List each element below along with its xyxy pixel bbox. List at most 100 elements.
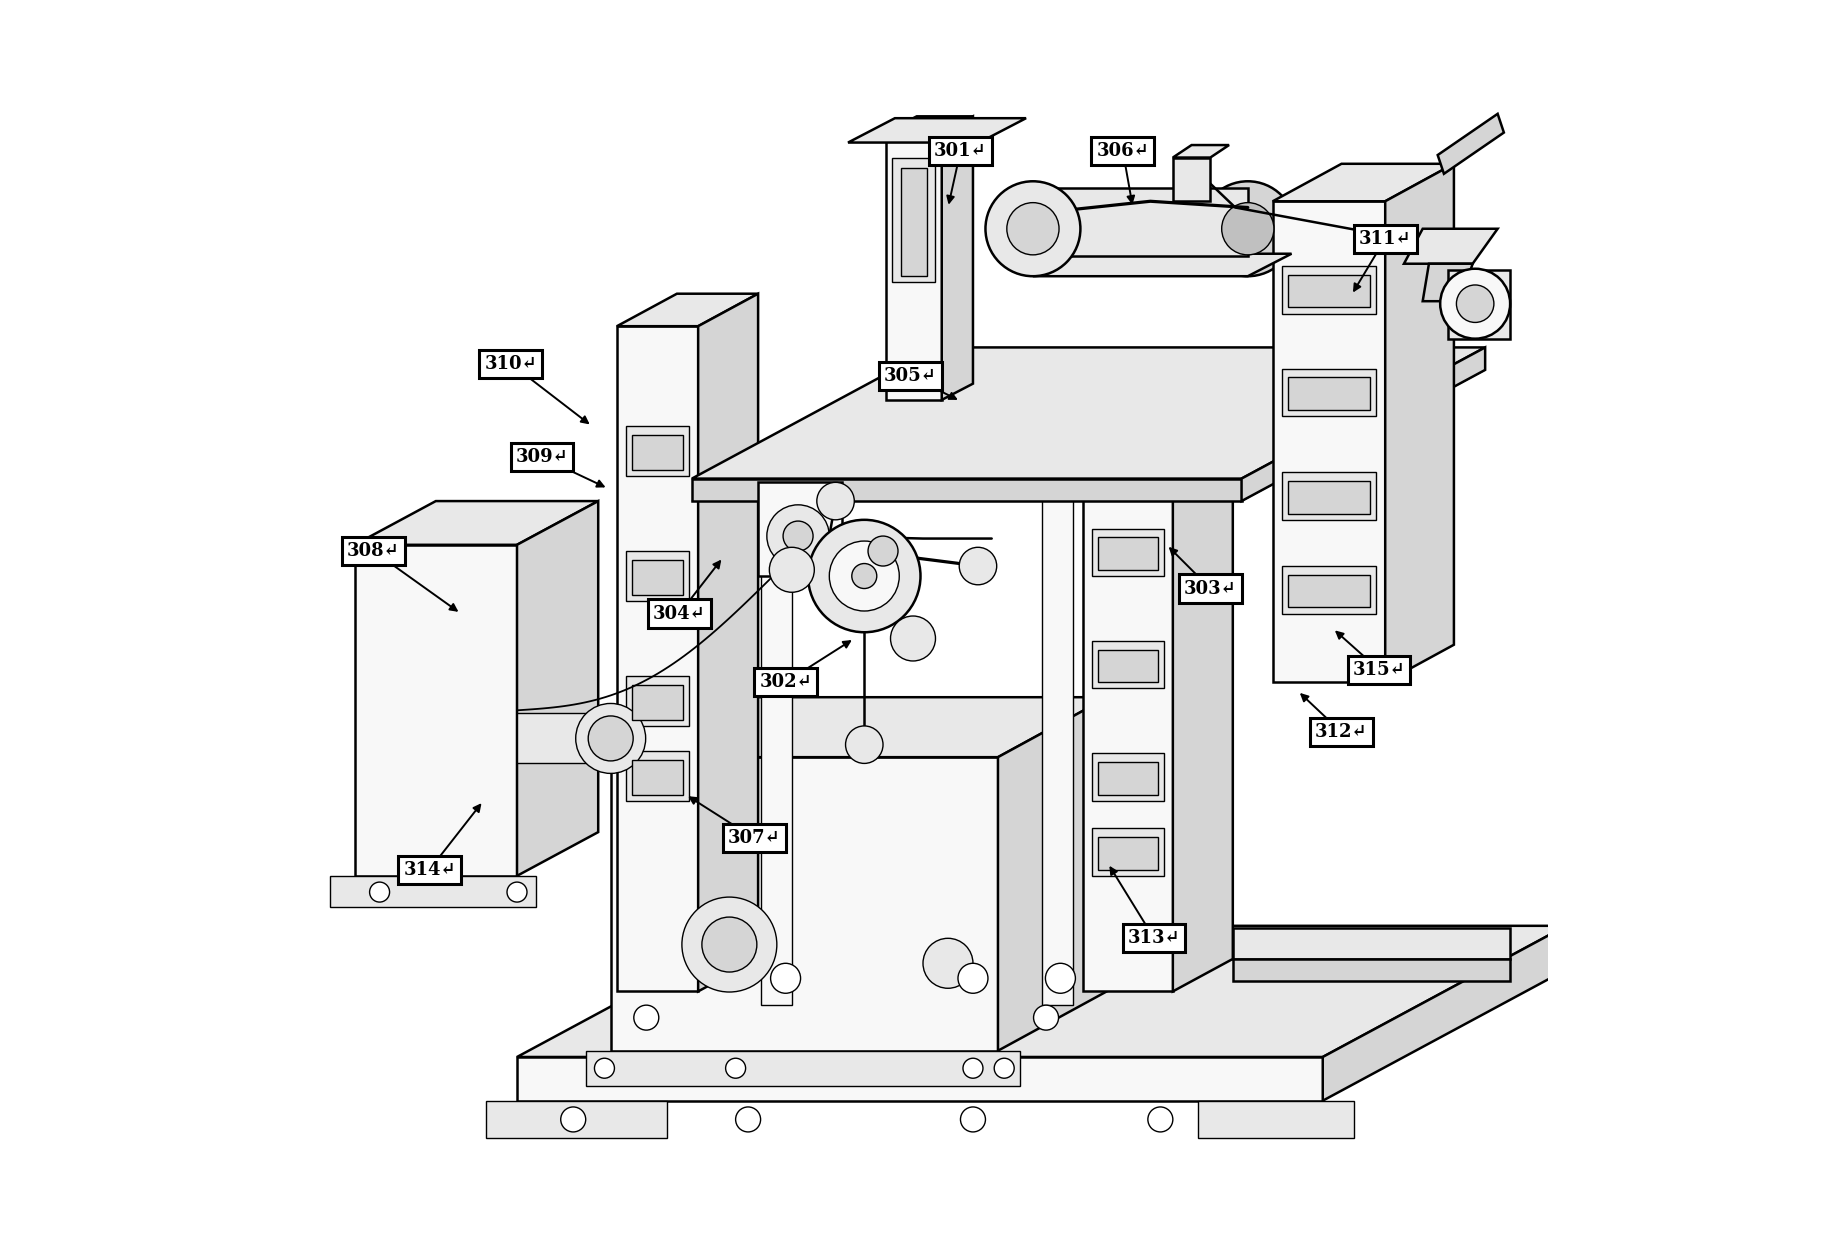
Polygon shape xyxy=(999,697,1108,1050)
Text: 308↵: 308↵ xyxy=(347,542,401,560)
Circle shape xyxy=(1148,1107,1172,1132)
Polygon shape xyxy=(1098,537,1157,570)
Polygon shape xyxy=(1233,928,1510,959)
Circle shape xyxy=(701,916,757,972)
Circle shape xyxy=(576,704,646,774)
Polygon shape xyxy=(1438,114,1504,174)
Polygon shape xyxy=(631,560,683,595)
Circle shape xyxy=(508,883,526,903)
Polygon shape xyxy=(847,118,1026,143)
Text: 303↵: 303↵ xyxy=(1183,580,1237,597)
Polygon shape xyxy=(892,158,936,283)
Circle shape xyxy=(1034,1005,1058,1030)
Circle shape xyxy=(986,182,1080,277)
Polygon shape xyxy=(886,133,941,399)
Polygon shape xyxy=(585,1050,1021,1085)
Polygon shape xyxy=(626,551,689,601)
Polygon shape xyxy=(1041,491,1073,1004)
Polygon shape xyxy=(759,482,842,576)
Text: 313↵: 313↵ xyxy=(1128,929,1180,948)
Circle shape xyxy=(809,520,921,632)
Circle shape xyxy=(770,963,801,993)
Polygon shape xyxy=(1289,377,1370,409)
Circle shape xyxy=(816,482,855,520)
Circle shape xyxy=(958,963,988,993)
Polygon shape xyxy=(1281,267,1377,314)
Circle shape xyxy=(766,505,829,567)
Polygon shape xyxy=(1198,1101,1353,1138)
Polygon shape xyxy=(1098,762,1157,795)
Circle shape xyxy=(1440,269,1510,339)
Circle shape xyxy=(960,1107,986,1132)
Text: 310↵: 310↵ xyxy=(484,354,537,373)
Text: 312↵: 312↵ xyxy=(1314,724,1368,741)
Polygon shape xyxy=(631,760,683,795)
Polygon shape xyxy=(1084,421,1233,453)
Text: 306↵: 306↵ xyxy=(1097,143,1150,160)
Text: 309↵: 309↵ xyxy=(515,448,569,466)
Polygon shape xyxy=(1447,270,1510,339)
Circle shape xyxy=(868,536,897,566)
Text: 304↵: 304↵ xyxy=(653,605,705,622)
Polygon shape xyxy=(692,478,1242,501)
Circle shape xyxy=(633,1005,659,1030)
Circle shape xyxy=(770,547,814,592)
Polygon shape xyxy=(1091,754,1165,801)
Polygon shape xyxy=(698,294,759,992)
Circle shape xyxy=(725,1058,746,1078)
Polygon shape xyxy=(330,876,535,908)
Circle shape xyxy=(681,898,777,992)
Polygon shape xyxy=(901,168,927,277)
Circle shape xyxy=(1045,963,1076,993)
Circle shape xyxy=(369,883,390,903)
Polygon shape xyxy=(886,116,973,133)
Polygon shape xyxy=(611,757,999,1050)
Polygon shape xyxy=(1384,164,1455,682)
Circle shape xyxy=(960,547,997,585)
Polygon shape xyxy=(1272,202,1384,682)
Polygon shape xyxy=(1281,368,1377,416)
Polygon shape xyxy=(1289,275,1370,308)
Polygon shape xyxy=(761,491,792,1004)
Polygon shape xyxy=(517,501,598,876)
Circle shape xyxy=(561,1107,585,1132)
Circle shape xyxy=(923,938,973,988)
Polygon shape xyxy=(517,925,1567,1057)
Circle shape xyxy=(851,563,877,588)
Polygon shape xyxy=(517,714,611,764)
Text: 311↵: 311↵ xyxy=(1359,229,1412,248)
Polygon shape xyxy=(631,685,683,720)
Circle shape xyxy=(829,541,899,611)
Polygon shape xyxy=(611,697,1108,757)
Circle shape xyxy=(589,716,633,761)
Text: 314↵: 314↵ xyxy=(402,860,456,879)
Polygon shape xyxy=(1324,925,1567,1101)
Polygon shape xyxy=(631,434,683,470)
Circle shape xyxy=(995,1058,1013,1078)
Polygon shape xyxy=(517,1057,1324,1101)
Polygon shape xyxy=(1233,959,1510,982)
Polygon shape xyxy=(1289,575,1370,607)
Circle shape xyxy=(1200,182,1296,277)
Circle shape xyxy=(1222,203,1274,255)
Polygon shape xyxy=(1172,158,1211,202)
Circle shape xyxy=(594,1058,615,1078)
Polygon shape xyxy=(1091,641,1165,689)
Polygon shape xyxy=(626,426,689,476)
Polygon shape xyxy=(692,369,1486,501)
Circle shape xyxy=(890,616,936,661)
Polygon shape xyxy=(617,294,759,327)
Text: 315↵: 315↵ xyxy=(1353,661,1405,679)
Polygon shape xyxy=(1084,453,1172,992)
Polygon shape xyxy=(354,501,598,545)
Polygon shape xyxy=(1091,829,1165,876)
Polygon shape xyxy=(1289,481,1370,513)
Polygon shape xyxy=(1242,347,1486,501)
Polygon shape xyxy=(485,1101,666,1138)
Circle shape xyxy=(783,521,812,551)
Text: 301↵: 301↵ xyxy=(934,143,988,160)
Circle shape xyxy=(735,1107,761,1132)
Text: 307↵: 307↵ xyxy=(727,829,781,848)
Polygon shape xyxy=(1098,650,1157,682)
Polygon shape xyxy=(626,676,689,726)
